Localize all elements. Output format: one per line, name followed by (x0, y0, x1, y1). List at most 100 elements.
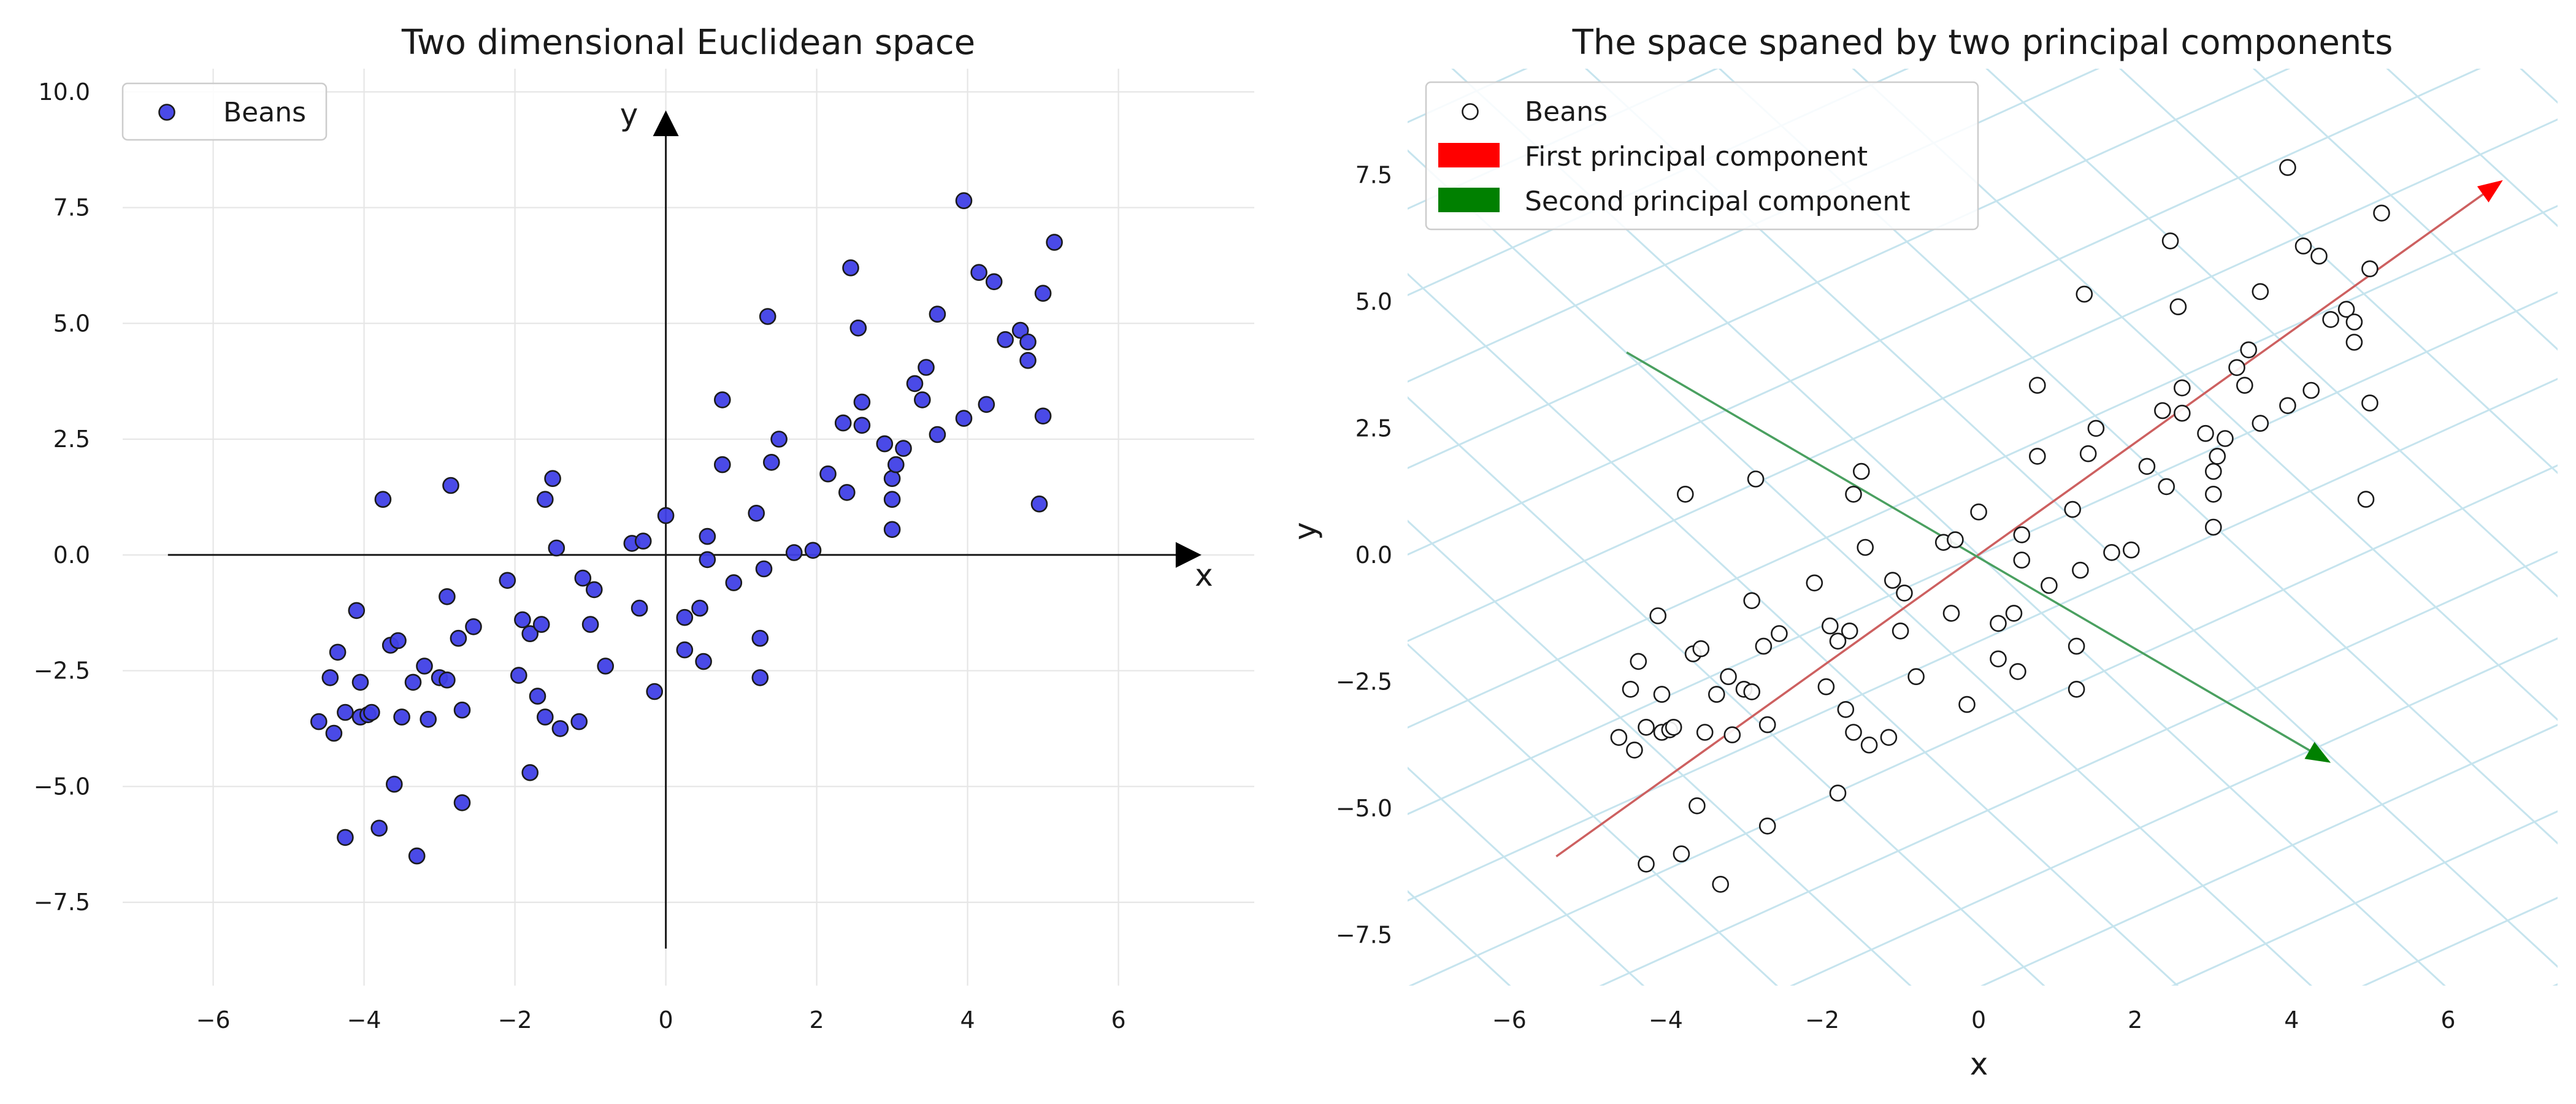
y-axis-arrowhead (653, 110, 679, 136)
x-tick-label: −4 (1649, 1006, 1683, 1033)
bean-point (2280, 160, 2295, 175)
bean-point (1035, 286, 1051, 301)
bean-point (907, 376, 922, 391)
x-tick-label: 4 (2284, 1006, 2299, 1033)
bean-point (1693, 641, 1709, 656)
bean-point (1631, 654, 1646, 669)
y-tick-label: −5.0 (1336, 795, 1392, 822)
bean-point (2104, 545, 2120, 560)
bean-point (998, 332, 1013, 347)
y-tick-label: 2.5 (53, 426, 90, 453)
legend-label-second-pc: Second principal component (1525, 186, 1910, 217)
bean-point (575, 570, 591, 586)
bean-point (2139, 459, 2155, 474)
bean-point (2171, 299, 2186, 315)
bean-point (537, 492, 553, 507)
bean-point (2296, 239, 2311, 254)
bean-point (2030, 448, 2045, 464)
bean-point (692, 600, 708, 616)
bean-point (523, 765, 538, 780)
chart-title: Two dimensional Euclidean space (401, 23, 975, 63)
bean-point (851, 320, 866, 335)
bean-point (500, 573, 515, 588)
pc-grid-line (71, 0, 2576, 556)
bean-point (2069, 638, 2084, 654)
bean-point (349, 603, 364, 618)
bean-point (1756, 638, 1771, 654)
bean-point (884, 492, 900, 507)
bean-point (2374, 205, 2390, 221)
bean-point (647, 684, 662, 699)
pc-grid-line (1888, 0, 2576, 1018)
bean-point (753, 631, 768, 646)
bean-point (394, 710, 410, 725)
bean-point (549, 540, 564, 556)
bean-point (1697, 725, 1712, 740)
bean-point (877, 436, 892, 451)
x-tick-label: −6 (196, 1006, 231, 1033)
bean-point (1611, 730, 1627, 745)
bean-point (2237, 378, 2252, 393)
bean-point (1861, 737, 1877, 753)
x-arrow-label: x (1195, 558, 1213, 593)
bean-point (1991, 651, 2006, 667)
bean-point (700, 552, 715, 567)
bean-point (2253, 416, 2268, 431)
bean-point (635, 534, 651, 549)
bean-point (421, 711, 436, 727)
bean-point (2241, 342, 2256, 358)
bean-point (2030, 378, 2045, 393)
bean-point (658, 508, 673, 523)
y-tick-label: 7.5 (1355, 161, 1392, 188)
bean-point (2123, 542, 2139, 558)
bean-point (1893, 623, 1908, 638)
bean-point (2217, 431, 2233, 447)
y-tick-label: −7.5 (34, 889, 90, 916)
bean-point (2206, 519, 2221, 535)
x-tick-label: −6 (1492, 1006, 1527, 1033)
bean-point (2347, 335, 2362, 350)
legend: Beans (123, 83, 326, 140)
bean-point (1896, 585, 1912, 600)
bean-point (805, 543, 821, 558)
bean-point (323, 670, 338, 685)
first-principal-component-arrowhead (2477, 180, 2503, 202)
bean-point (2206, 486, 2221, 502)
x-tick-label: 2 (2128, 1006, 2142, 1033)
bean-point (451, 631, 466, 646)
bean-point (311, 714, 326, 729)
bean-point (1846, 725, 1861, 740)
bean-point (2041, 578, 2057, 593)
bean-point (1881, 730, 1896, 745)
bean-point (1830, 786, 1846, 801)
bean-point (2010, 664, 2025, 679)
bean-point (821, 466, 836, 481)
pc-grid-line (0, 0, 2505, 439)
bean-point (715, 457, 730, 472)
bean-point (1771, 626, 1787, 642)
bean-point (726, 575, 742, 591)
bean-point (756, 561, 772, 577)
y-tick-label: 0.0 (53, 542, 90, 569)
x-axis-label: x (1970, 1046, 1988, 1082)
bean-point (534, 617, 549, 632)
x-tick-label: 0 (1971, 1006, 1986, 1033)
bean-point (1960, 697, 1975, 712)
bean-point (1021, 334, 1036, 350)
y-arrow-label: y (620, 97, 638, 132)
bean-point (330, 645, 345, 660)
bean-point (439, 589, 454, 604)
bean-point (1944, 605, 1959, 621)
bean-point (364, 705, 379, 720)
legend-label-beans: Beans (1525, 96, 1608, 128)
bean-point (1819, 679, 1834, 694)
bean-point (1822, 618, 1838, 634)
bean-point (2347, 315, 2362, 330)
bean-point (511, 668, 526, 683)
bean-point (1842, 623, 1857, 638)
x-tick-label: −2 (498, 1006, 532, 1033)
bean-point (749, 505, 764, 521)
bean-point (1709, 687, 1724, 702)
bean-point (1035, 408, 1051, 424)
